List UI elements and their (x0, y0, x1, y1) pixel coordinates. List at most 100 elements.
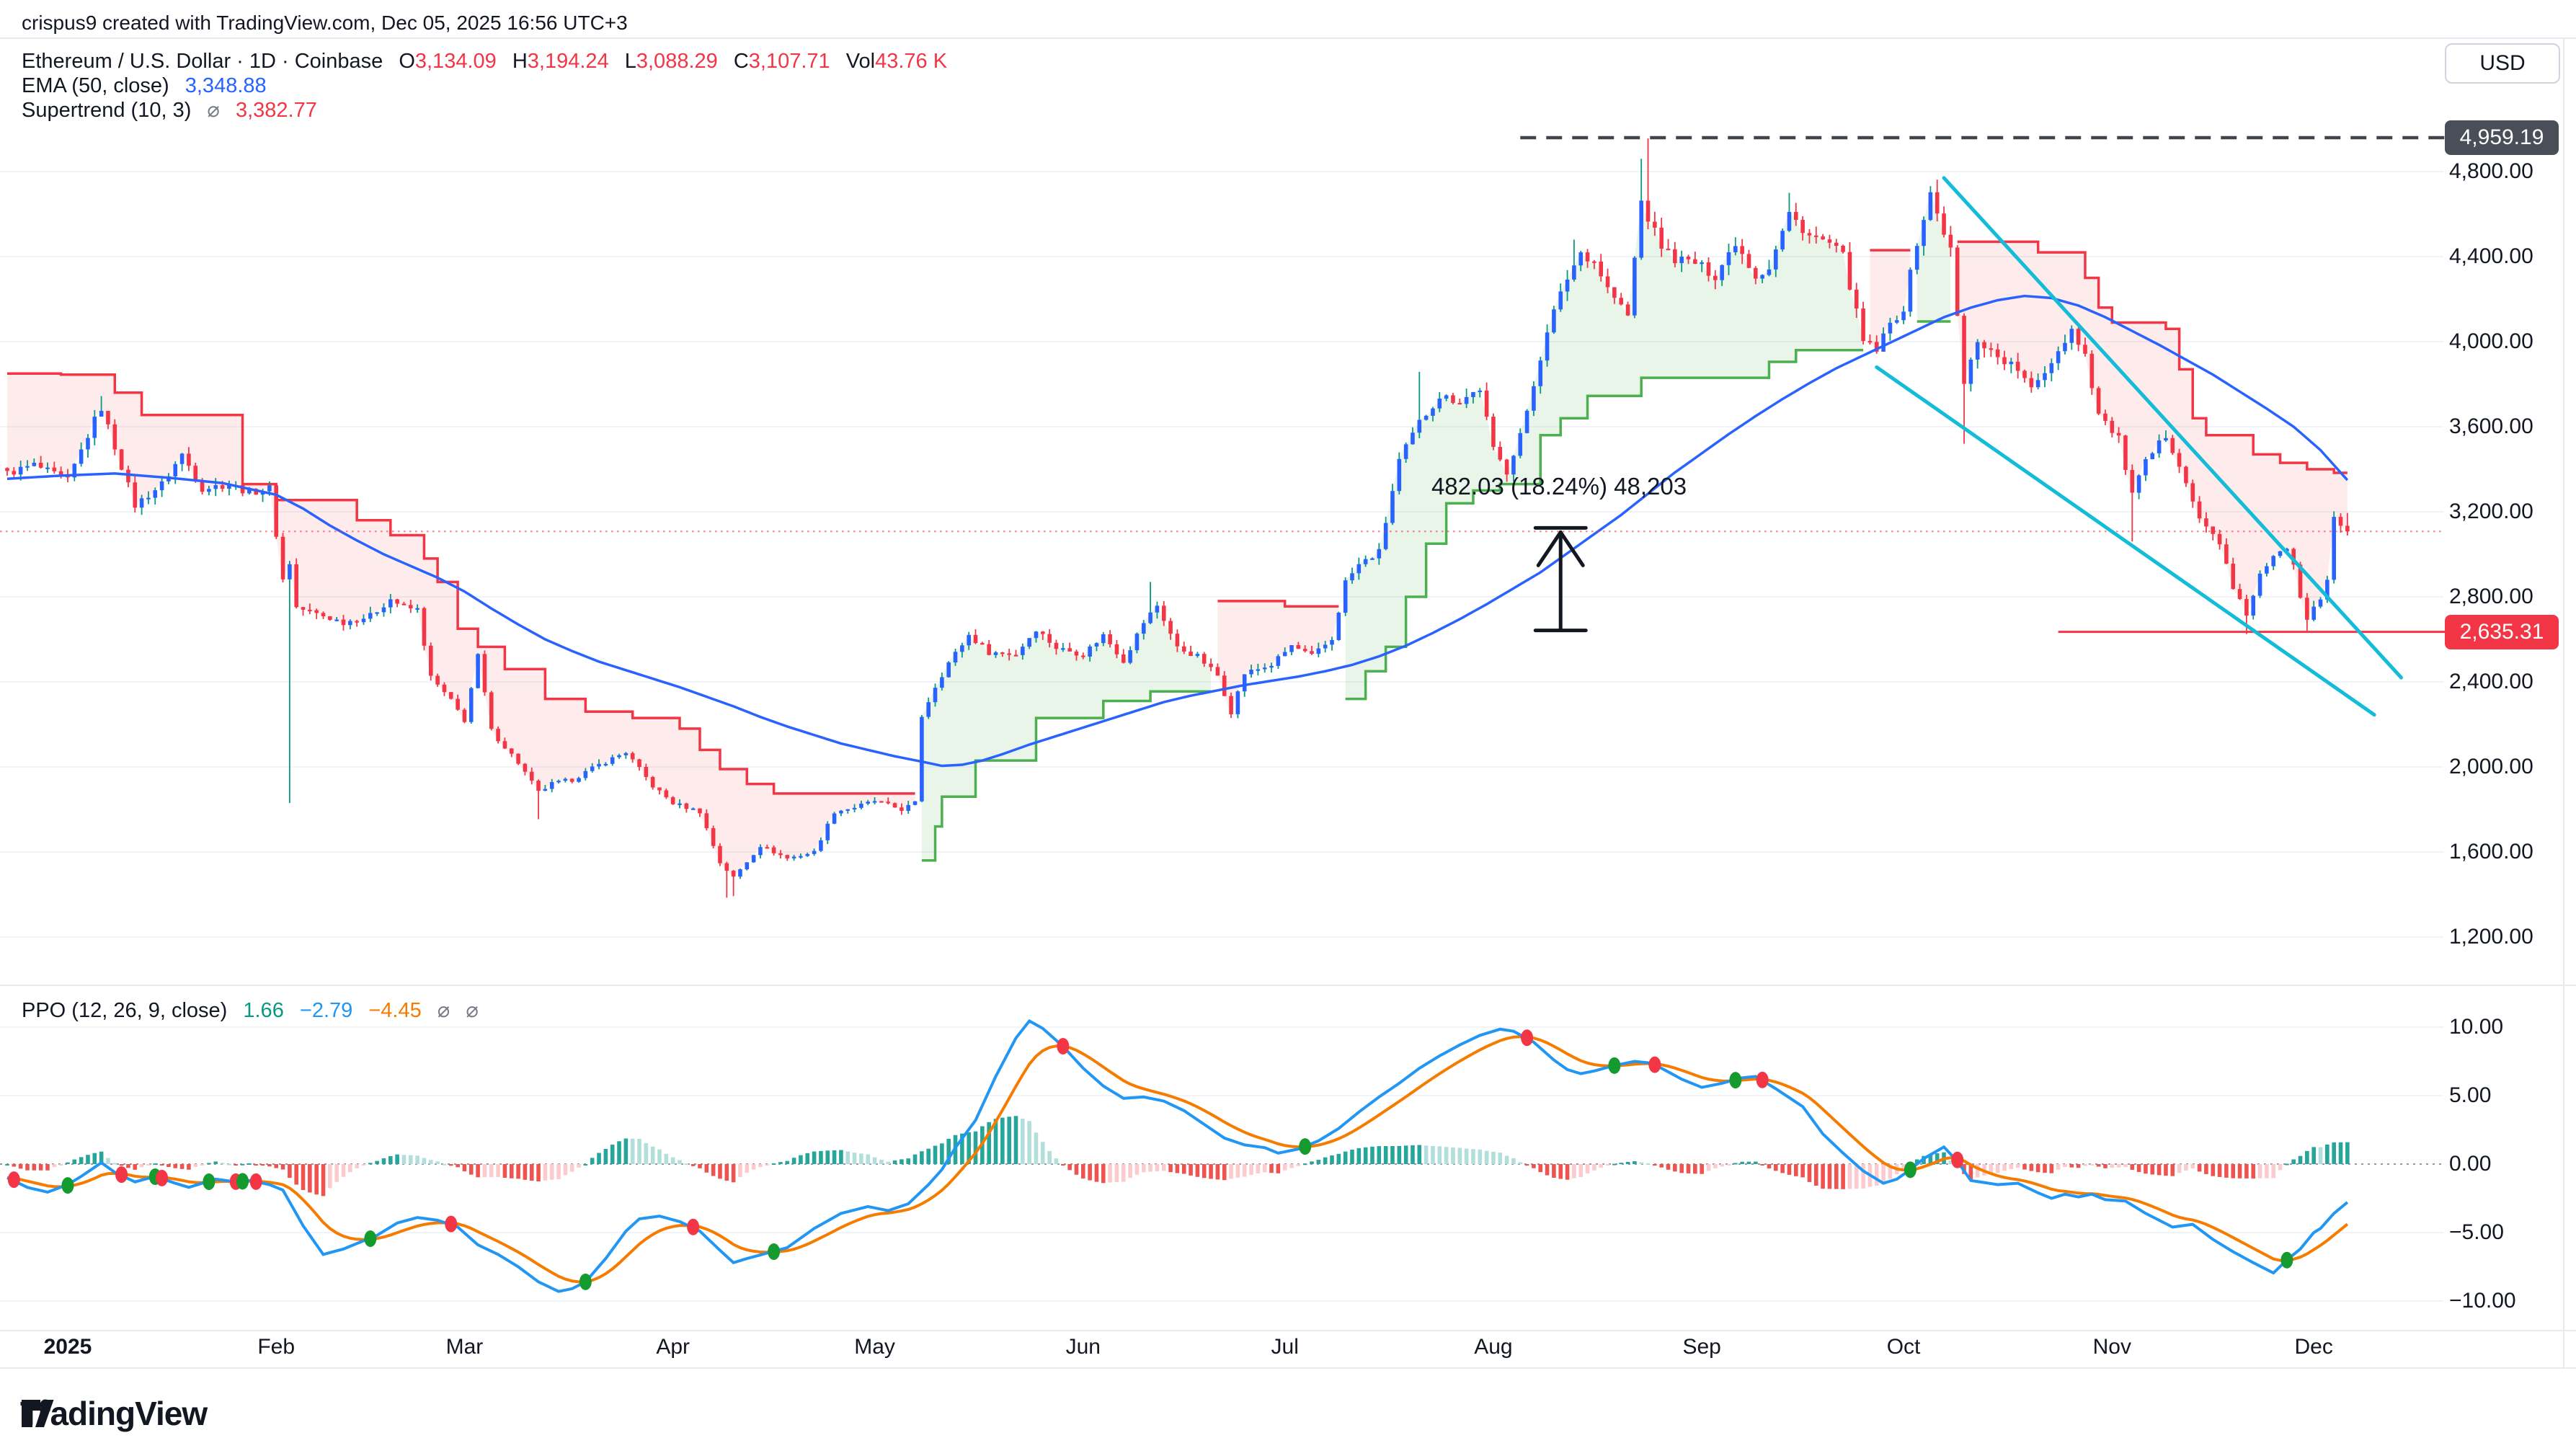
time-axis-label[interactable]: Mar (445, 1335, 484, 1359)
ppo-histogram-bar (2002, 1164, 2007, 1171)
price-axis-label[interactable]: 3,600.00 (2449, 414, 2533, 438)
candle-body (2305, 598, 2309, 620)
ppo-signal-line[interactable] (6, 1035, 2349, 1284)
ppo-line[interactable] (6, 1018, 2349, 1293)
ema50-line[interactable] (6, 294, 2349, 768)
price-axis-label[interactable]: 2,000.00 (2449, 755, 2533, 778)
ppo-histogram-bar (1935, 1153, 1940, 1164)
time-axis-label[interactable]: May (854, 1335, 895, 1359)
candle-body (2110, 420, 2115, 433)
ppo-histogram-bar (845, 1151, 850, 1164)
ohlc-low-label: L (624, 50, 636, 73)
candle-body (1094, 643, 1099, 647)
ppo-histogram-bar (2211, 1164, 2216, 1176)
candle-body (126, 469, 130, 483)
candle-body (2197, 501, 2202, 519)
ppo-histogram-bar (920, 1151, 924, 1164)
ppo-histogram-bar (1552, 1164, 1556, 1178)
candle-body (1532, 386, 1536, 411)
ppo-axis-label[interactable]: 5.00 (2449, 1083, 2492, 1107)
time-axis-label[interactable]: Apr (656, 1335, 690, 1359)
candle-body (1397, 458, 1402, 492)
ppo-histogram-bar (610, 1145, 615, 1164)
price-axis-label[interactable]: 2,800.00 (2449, 585, 2533, 608)
channel-trendline-1[interactable] (1942, 176, 2403, 680)
time-axis-label[interactable]: Feb (257, 1335, 296, 1359)
candle-body (1330, 639, 1334, 645)
ppo-histogram-bar (2157, 1164, 2162, 1176)
price-axis-label[interactable]: 4,400.00 (2449, 244, 2533, 268)
ppo-histogram-bar (159, 1164, 164, 1166)
time-axis-label[interactable]: Jun (1065, 1335, 1101, 1359)
ppo-histogram-bar (832, 1150, 837, 1164)
price-axis-label[interactable]: 4,800.00 (2449, 159, 2533, 183)
ppo-histogram-bar (1390, 1145, 1395, 1164)
ppo-histogram-bar (2285, 1163, 2289, 1166)
candle-body (1599, 261, 1604, 277)
price-axis-label[interactable]: 4,000.00 (2449, 329, 2533, 353)
candle-body (1202, 654, 1207, 664)
candle-body (1161, 605, 1166, 621)
ppo-histogram-bar (2345, 1142, 2350, 1164)
ppo-histogram-bar (1417, 1145, 1422, 1164)
ohlc-high-label: H (512, 50, 528, 73)
candle-body (1343, 580, 1348, 613)
currency-toggle-button[interactable]: USD (2445, 43, 2560, 84)
price-axis-label[interactable]: 3,200.00 (2449, 500, 2533, 523)
supertrend-legend-row[interactable]: Supertrend (10, 3) ⌀ 3,382.77 (22, 98, 947, 123)
price-axis-label[interactable]: 1,200.00 (2449, 925, 2533, 949)
ppo-histogram-bar (314, 1164, 319, 1195)
time-axis-label[interactable]: Sep (1682, 1335, 1721, 1359)
ppo-axis-label[interactable]: −5.00 (2449, 1220, 2504, 1244)
candle-body (2211, 526, 2216, 534)
time-axis-label[interactable]: 2025 (43, 1335, 92, 1359)
candle-body (2311, 606, 2316, 620)
ppo-histogram-bar (993, 1119, 998, 1164)
ppo-histogram-bar (2069, 1164, 2074, 1168)
supertrend-line (7, 372, 915, 795)
ppo-histogram-bar (1168, 1164, 1173, 1173)
ppo-histogram-bar (1471, 1149, 1475, 1164)
candle-body (946, 662, 951, 678)
ppo-axis-label[interactable]: −10.00 (2449, 1289, 2516, 1313)
candle-body (489, 692, 494, 729)
ppo-histogram-bar (1269, 1164, 1274, 1173)
time-axis-label[interactable]: Oct (1886, 1335, 1921, 1359)
ppo-histogram-bar (274, 1164, 278, 1168)
time-axis-label[interactable]: Nov (2092, 1335, 2131, 1359)
candle-body (220, 485, 225, 489)
bullish-cross-dot (579, 1273, 592, 1290)
channel-trendline-2[interactable] (1875, 365, 2376, 717)
candle-body (1249, 670, 1253, 675)
tradingview-logo[interactable]: TradingView (20, 1394, 208, 1433)
candle-body (2009, 361, 2014, 365)
time-axis-label[interactable]: Jul (1271, 1335, 1299, 1359)
bearish-cross-dot (1521, 1029, 1534, 1047)
price-range-arrow[interactable] (1533, 525, 1588, 633)
price-axis-label[interactable]: 1,600.00 (2449, 840, 2533, 864)
candle-body (5, 468, 9, 471)
bullish-cross-dot (1299, 1138, 1312, 1155)
bullish-cross-dot (1608, 1057, 1621, 1074)
price-axis-label[interactable]: 2,400.00 (2449, 670, 2533, 693)
price-range-annotation[interactable]: 482.03 (18.24%) 48,203 (1431, 473, 1687, 500)
candle-body (1558, 291, 1563, 310)
ppo-cross-dots (7, 1029, 2293, 1290)
candle-body (2150, 453, 2155, 460)
ema-legend-row[interactable]: EMA (50, close) 3,348.88 (22, 74, 947, 98)
candle-body (1585, 252, 1590, 262)
candle-body (1215, 667, 1220, 676)
ppo-legend-row[interactable]: PPO (12, 26, 9, close) 1.66 −2.79 −4.45 … (22, 998, 479, 1023)
time-axis-label[interactable]: Dec (2294, 1335, 2333, 1359)
ppo-histogram-bar (1518, 1162, 1523, 1164)
ppo-axis-label[interactable]: 10.00 (2449, 1015, 2504, 1039)
ppo-histogram-bar (1437, 1146, 1442, 1164)
candle-body (227, 485, 231, 489)
ppo-axis-label[interactable]: 0.00 (2449, 1152, 2492, 1176)
symbol-legend-row[interactable]: Ethereum / U.S. Dollar · 1D · Coinbase O… (22, 49, 947, 74)
time-axis-label[interactable]: Aug (1474, 1335, 1513, 1359)
ppo-histogram-bar (187, 1164, 191, 1170)
candle-body (2244, 598, 2249, 616)
ppo-histogram-bar (254, 1164, 259, 1166)
